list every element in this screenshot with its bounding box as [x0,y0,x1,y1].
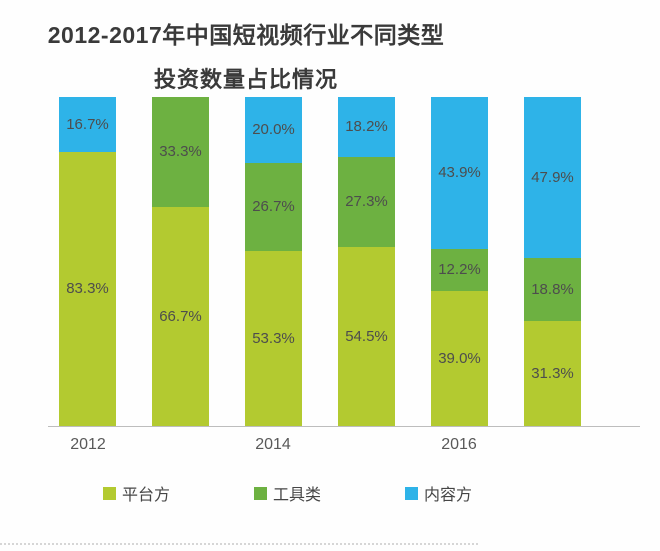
legend-label: 平台方 [122,487,171,504]
segment-平台方-2017: 31.3% [524,320,581,426]
bar-2016: 39.0% 12.2% 43.9% [431,97,488,426]
segment-工具类-2013: 33.3% [152,97,209,207]
segment-内容方-2015: 18.2% [338,97,395,157]
segment-value-label: 47.9% [531,168,574,186]
legend-swatch-icon [405,486,419,500]
bar-2015: 54.5% 27.3% 18.2% [338,97,395,426]
segment-内容方-2016: 43.9% [431,97,488,249]
segment-value-label: 83.3% [66,280,109,298]
segment-value-label: 54.5% [345,327,388,345]
legend-item-平台方: 平台方 [103,481,170,505]
x-axis-line [48,426,640,427]
legend-swatch-icon [103,486,116,500]
legend-label: 内容方 [424,487,473,504]
segment-value-label: 18.8% [531,280,574,298]
bottom-divider [0,543,478,545]
chart-title-line2: 投资数量占比情况 [153,67,338,92]
segment-value-label: 39.0% [438,350,481,368]
x-tick-2016: 2016 [441,436,477,453]
legend-swatch-icon [254,486,268,500]
chart-title: 2012-2017年中国短视频行业不同类型 投资数量占比情况 [0,16,492,94]
bar-2014: 53.3% 26.7% 20.0% [245,97,302,426]
segment-value-label: 27.3% [345,193,388,211]
segment-工具类-2014: 26.7% [245,162,302,251]
legend-item-内容方: 内容方 [405,481,472,505]
segment-工具类-2017: 18.8% [524,257,581,321]
x-tick-2012: 2012 [70,436,106,453]
segment-工具类-2016: 12.2% [431,248,488,292]
segment-平台方-2013: 66.7% [152,206,209,426]
segment-value-label: 20.0% [252,121,295,139]
legend: 平台方 工具类 内容方 [103,481,472,505]
plot-area: 83.3% 16.7% 66.7% 33.3% 53.3% 26.7% 20.0% 54.5%… [59,97,581,426]
segment-工具类-2015: 27.3% [338,156,395,247]
segment-value-label: 53.3% [252,329,295,347]
bar-2017: 31.3% 18.8% 47.9% [524,97,581,426]
bar-2012: 83.3% 16.7% [59,97,116,426]
segment-内容方-2017: 47.9% [524,97,581,258]
segment-value-label: 43.9% [438,164,481,182]
segment-内容方-2012: 16.7% [59,97,116,152]
x-tick-2014: 2014 [255,436,291,453]
segment-value-label: 12.2% [438,261,481,279]
segment-value-label: 33.3% [159,143,202,161]
segment-value-label: 31.3% [531,364,574,382]
segment-平台方-2012: 83.3% [59,151,116,426]
segment-value-label: 16.7% [66,115,109,133]
segment-平台方-2015: 54.5% [338,246,395,426]
segment-内容方-2014: 20.0% [245,97,302,163]
segment-value-label: 66.7% [159,307,202,325]
segment-平台方-2016: 39.0% [431,291,488,426]
segment-value-label: 18.2% [345,118,388,136]
segment-平台方-2014: 53.3% [245,250,302,426]
chart-title-line1: 2012-2017年中国短视频行业不同类型 [47,22,445,48]
bar-2013: 66.7% 33.3% [152,97,209,426]
legend-item-工具类: 工具类 [254,481,321,505]
segment-value-label: 26.7% [252,198,295,216]
legend-label: 工具类 [273,487,322,504]
